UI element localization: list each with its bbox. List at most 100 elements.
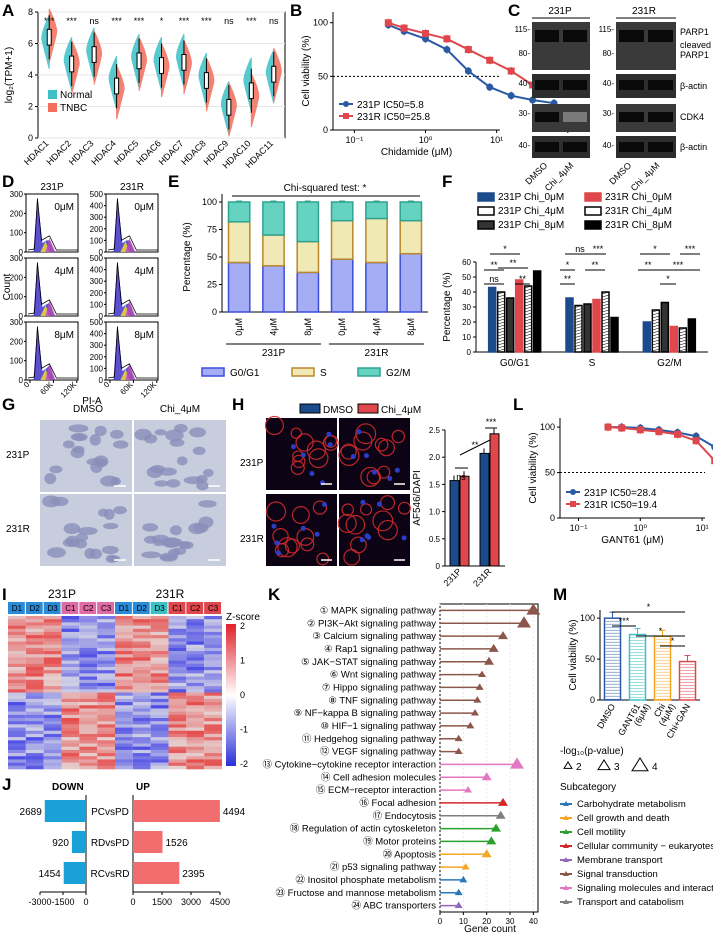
nucleus xyxy=(376,501,382,507)
heatmap-cell xyxy=(168,695,187,700)
x-tick-label: 0 xyxy=(438,917,443,926)
heatmap-cell xyxy=(97,730,115,735)
y-tick-label: 0 xyxy=(323,125,328,135)
x-tick-label: 20 xyxy=(482,917,491,926)
y-tick-label: 0 xyxy=(19,376,24,385)
heatmap-cell xyxy=(186,714,205,719)
row-label: 231P xyxy=(240,458,264,469)
cell-stain xyxy=(350,536,367,554)
x-tick-label: 4500 xyxy=(210,897,230,907)
heatmap-cell xyxy=(43,765,62,770)
cell xyxy=(203,468,214,477)
heatmap-cell xyxy=(97,737,115,741)
data-point xyxy=(618,424,626,432)
y-tick-label: 300 xyxy=(90,213,104,222)
nucleus xyxy=(322,502,328,508)
heatmap-cell xyxy=(150,657,169,661)
legend-swatch xyxy=(584,192,602,202)
heatmap-cell xyxy=(168,746,187,751)
heatmap-cell xyxy=(8,711,26,716)
heatmap-cell xyxy=(25,670,44,674)
heatmap-cell xyxy=(25,759,44,763)
mw-marker: 80- xyxy=(602,49,614,58)
bar xyxy=(505,297,515,353)
heatmap-cell xyxy=(43,647,62,652)
heatmap-cell xyxy=(168,714,187,719)
heatmap-cell xyxy=(186,737,205,741)
heatmap-cell xyxy=(132,727,151,732)
protein-band xyxy=(619,112,644,122)
subcategory-label: Cell motility xyxy=(577,827,626,838)
heatmap-cell xyxy=(204,765,222,770)
pathway-label: ⑭ Cell adhesion molecules xyxy=(321,772,436,783)
heatmap-cell xyxy=(43,657,62,661)
y-tick-label: 300 xyxy=(90,341,104,350)
heatmap-cell xyxy=(115,727,133,732)
bar xyxy=(687,318,697,353)
heatmap-cell xyxy=(204,753,222,757)
heatmap-cell xyxy=(61,667,80,671)
cell xyxy=(105,554,118,563)
cell-stain xyxy=(316,552,330,566)
protein-band xyxy=(648,112,673,122)
significance-label: ns xyxy=(89,16,99,26)
panel-label-d: D xyxy=(2,172,14,191)
hatch xyxy=(497,306,505,310)
heatmap-cell xyxy=(61,730,80,735)
cell xyxy=(100,475,119,487)
hatch xyxy=(524,309,532,313)
hatch xyxy=(652,327,660,331)
heatmap-cell xyxy=(204,631,222,636)
heatmap-cell xyxy=(150,670,169,674)
heatmap-cell xyxy=(43,749,62,754)
heatmap-cell xyxy=(115,654,133,658)
cell-stain xyxy=(338,444,360,467)
heatmap-cell xyxy=(168,641,187,645)
bar xyxy=(532,270,542,353)
heatmap-cell xyxy=(61,714,80,719)
hatch xyxy=(679,348,687,352)
y-tick-label: 1.0 xyxy=(429,508,441,517)
data-point xyxy=(464,67,472,75)
hatch xyxy=(574,308,583,311)
blot-strip xyxy=(532,22,590,70)
heatmap-cell xyxy=(43,616,62,620)
heatmap-cell xyxy=(168,762,187,767)
heatmap-cell xyxy=(97,756,115,760)
violin-half-normal xyxy=(153,36,162,91)
lollipop-marker xyxy=(471,709,479,716)
heatmap-cell xyxy=(150,721,169,725)
heatmap-cell xyxy=(168,705,187,709)
heatmap-cell xyxy=(79,705,98,709)
heatmap-cell xyxy=(115,651,133,655)
legend-label: G0/G1 xyxy=(230,368,260,379)
y-axis-label: AF546/DAPI xyxy=(412,470,423,526)
hatch xyxy=(601,312,610,316)
heatmap-cell xyxy=(204,737,222,741)
heatmap-cell xyxy=(43,733,62,738)
hatch xyxy=(574,335,583,338)
significance-label: *** xyxy=(486,417,497,427)
pathway-label: ㉓ Fructose and mannose metabolism xyxy=(275,888,436,899)
panel-label-l: L xyxy=(513,395,523,414)
y-tick-label: 0 xyxy=(19,248,24,257)
protein-band xyxy=(563,80,587,90)
y-tick-label: 0 xyxy=(28,133,33,143)
heatmap-cell xyxy=(150,692,169,696)
heatmap-cell xyxy=(150,705,169,709)
heatmap-cell xyxy=(43,676,62,681)
cell xyxy=(159,467,177,476)
hatch xyxy=(679,345,687,349)
y-tick-label: 0 xyxy=(212,307,217,317)
significance-label: * xyxy=(671,636,675,646)
hatch xyxy=(497,312,505,316)
legend-swatch xyxy=(201,367,225,377)
heatmap-cell xyxy=(8,663,26,668)
cell-stain xyxy=(300,537,315,552)
significance-label: * xyxy=(566,260,570,270)
heatmap-cell xyxy=(186,625,205,630)
legend-label: Chi_4μM xyxy=(381,405,421,416)
cell xyxy=(44,473,57,485)
hatch xyxy=(497,339,505,343)
